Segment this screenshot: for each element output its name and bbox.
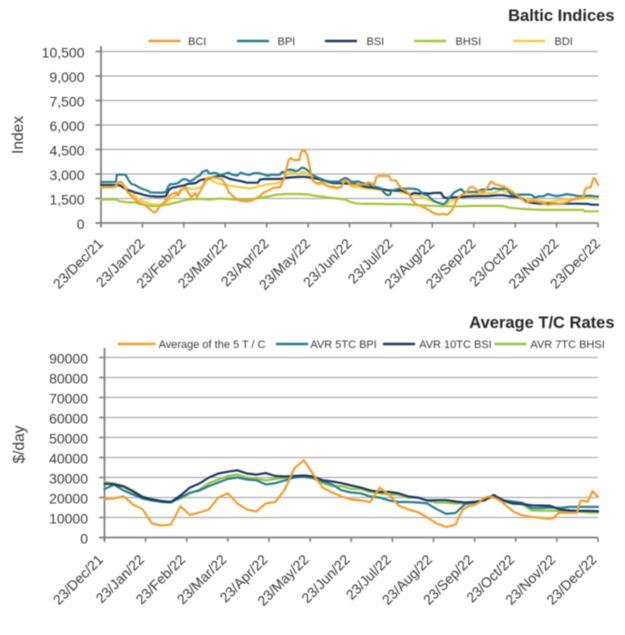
svg-text:6,000: 6,000 xyxy=(49,118,84,134)
svg-text:BSI: BSI xyxy=(367,36,385,48)
svg-text:0: 0 xyxy=(80,530,88,546)
svg-text:40000: 40000 xyxy=(49,450,88,466)
svg-text:70000: 70000 xyxy=(49,390,88,406)
svg-text:BHSI: BHSI xyxy=(456,36,482,48)
svg-text:9,000: 9,000 xyxy=(49,69,84,85)
svg-text:BDI: BDI xyxy=(555,36,573,48)
svg-text:10,500: 10,500 xyxy=(42,44,85,60)
svg-text:3,000: 3,000 xyxy=(49,167,84,183)
svg-text:BPI: BPI xyxy=(278,36,296,48)
svg-text:80000: 80000 xyxy=(49,370,88,386)
svg-text:10000: 10000 xyxy=(49,510,88,526)
svg-text:4,500: 4,500 xyxy=(49,142,84,158)
svg-text:BCI: BCI xyxy=(188,36,206,48)
svg-text:90000: 90000 xyxy=(49,350,88,366)
svg-text:1,500: 1,500 xyxy=(49,191,84,207)
svg-text:Average T/C Rates: Average T/C Rates xyxy=(469,314,614,332)
svg-text:20000: 20000 xyxy=(49,490,88,506)
svg-text:50000: 50000 xyxy=(49,430,88,446)
svg-text:AVR 5TC BPI: AVR 5TC BPI xyxy=(310,339,376,351)
svg-text:AVR 10TC BSI: AVR 10TC BSI xyxy=(419,339,492,351)
svg-text:Index: Index xyxy=(10,116,27,154)
svg-text:Average of the 5 T / C: Average of the 5 T / C xyxy=(159,339,266,351)
svg-text:$/day: $/day xyxy=(11,425,28,463)
svg-text:60000: 60000 xyxy=(49,410,88,426)
svg-text:AVR 7TC BHSI: AVR 7TC BHSI xyxy=(530,339,604,351)
svg-text:0: 0 xyxy=(77,216,85,232)
svg-text:30000: 30000 xyxy=(49,470,88,486)
svg-text:Baltic Indices: Baltic Indices xyxy=(508,7,614,25)
svg-text:7,500: 7,500 xyxy=(49,93,84,109)
